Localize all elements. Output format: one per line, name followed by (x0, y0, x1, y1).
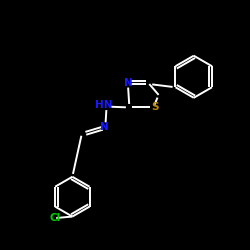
Text: N: N (100, 122, 108, 132)
Text: N: N (124, 78, 132, 88)
Text: HN: HN (96, 100, 113, 110)
Text: Cl: Cl (49, 213, 60, 223)
Text: S: S (151, 102, 158, 113)
